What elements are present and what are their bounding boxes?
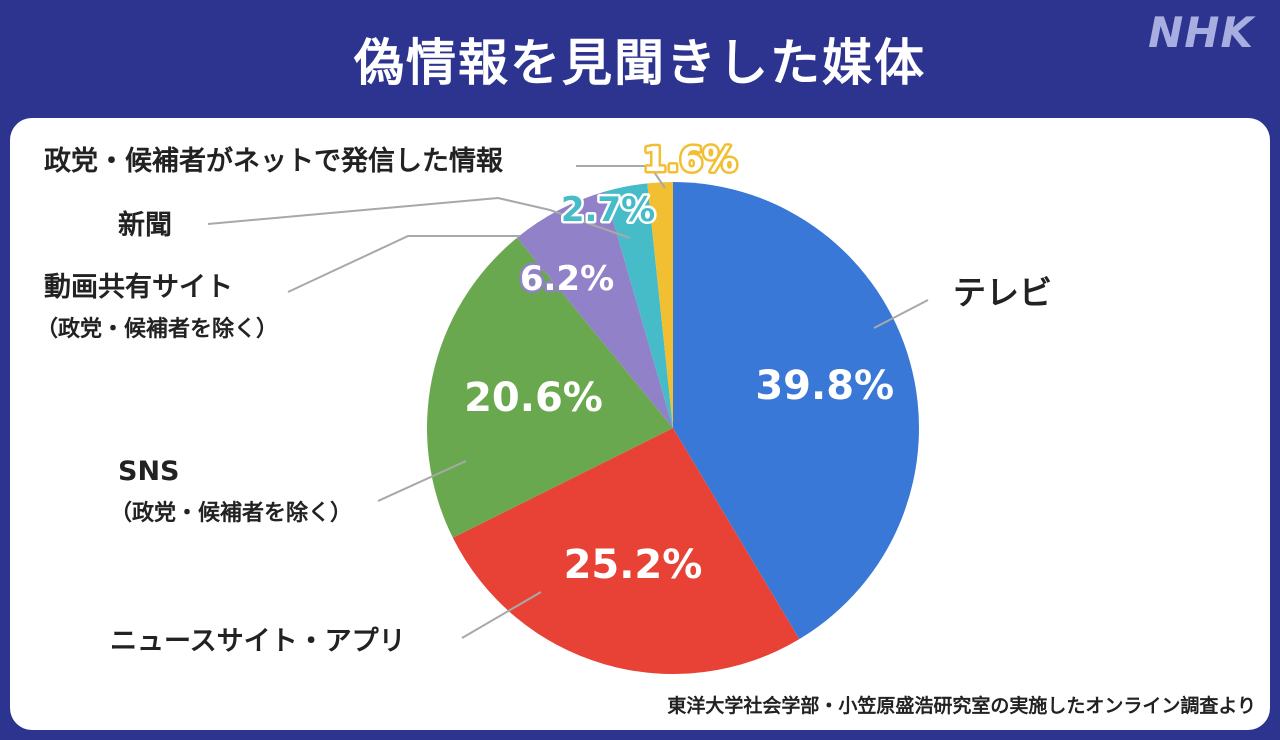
- leader-line: [287, 235, 520, 293]
- slice-percentage: 20.6%: [464, 375, 603, 421]
- slice-category-sublabel: （政党・候補者を除く）: [110, 500, 352, 526]
- source-note: 東洋大学社会学部・小笠原盛浩研究室の実施したオンライン調査より: [667, 695, 1256, 717]
- slice-percentage: 1.6%: [643, 140, 737, 180]
- leader-line: [873, 299, 929, 329]
- pie-slice: [517, 191, 673, 428]
- slice-category-label: ニュースサイト・アプリ: [110, 626, 406, 657]
- slice-category-label: 動画共有サイト: [44, 272, 233, 303]
- slice-category-sublabel: （政党・候補者を除く）: [36, 316, 278, 342]
- page-title: 偽情報を見聞きした媒体: [354, 34, 926, 92]
- pie-slice: [426, 237, 673, 538]
- slice-category-label: SNS: [118, 456, 180, 487]
- leader-line: [377, 460, 467, 502]
- leader-lines: [207, 165, 929, 639]
- slice-category-label: 新聞: [118, 209, 172, 241]
- slice-percentage: 39.8%: [755, 363, 894, 409]
- pie-chart: 39.8% 25.2% 20.6% 6.2% 2.7% 1.6% テレビニュースサイト・ア…: [36, 138, 1052, 674]
- leader-line: [207, 196, 631, 239]
- slice-category-label: テレビ: [953, 273, 1052, 312]
- slice-percentage: 25.2%: [564, 542, 703, 588]
- slice-category-label: 政党・候補者がネットで発信した情報: [44, 145, 504, 177]
- leader-line: [576, 165, 666, 189]
- chart-panel: 39.8% 25.2% 20.6% 6.2% 2.7% 1.6% テレビニュースサイト・ア…: [10, 118, 1270, 730]
- pie-slice: [673, 182, 919, 640]
- pie-slice: [452, 428, 800, 674]
- pie-slice: [647, 182, 673, 428]
- pie-slice: [604, 183, 673, 428]
- percentage-labels: 39.8% 25.2% 20.6% 6.2% 2.7% 1.6%: [464, 138, 894, 588]
- slice-percentage: 6.2%: [520, 259, 614, 299]
- pie-slices: [426, 182, 919, 674]
- slice-percentage: 2.7%: [561, 190, 655, 230]
- leader-line: [461, 591, 542, 639]
- nhk-logo: NHK: [1148, 8, 1254, 57]
